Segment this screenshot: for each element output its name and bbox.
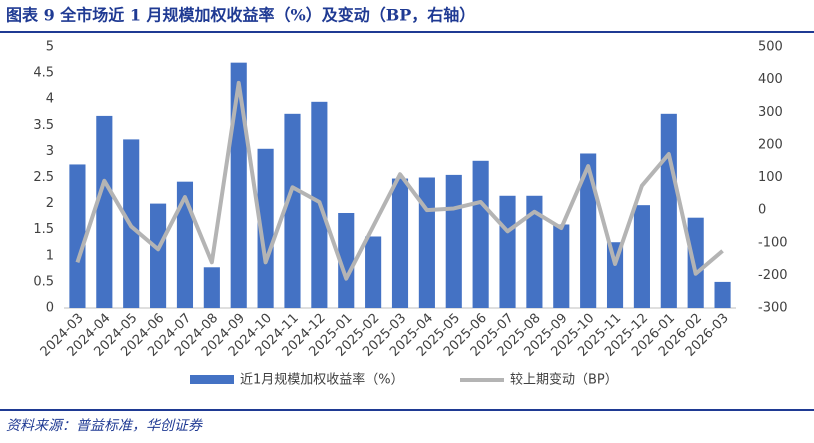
legend-swatch: [190, 375, 234, 384]
bar: [69, 164, 86, 308]
bar: [714, 281, 731, 308]
y-tick-label: 2.5: [33, 170, 54, 185]
bar: [365, 236, 382, 308]
chart-title: 图表 9 全市场近 1 月规模加权收益率（%）及变动（BP，右轴）: [6, 6, 475, 25]
bar: [203, 267, 220, 308]
bar: [660, 113, 677, 308]
bar: [472, 160, 489, 308]
y-tick-label: 1: [46, 248, 54, 263]
y2-tick-label: 500: [758, 40, 783, 55]
legend-label: 较上期变动（BP）: [510, 372, 618, 388]
bar: [580, 153, 597, 308]
bar: [338, 212, 355, 308]
y-tick-label: 5: [46, 40, 54, 55]
y2-tick-label: 100: [758, 170, 783, 185]
bar: [687, 217, 704, 308]
bar: [445, 174, 462, 308]
bar: [176, 181, 194, 308]
y2-tick-label: 400: [758, 72, 783, 87]
bar: [606, 242, 624, 308]
y-tick-label: 3: [46, 144, 54, 159]
y-tick-label: 0: [46, 301, 54, 316]
line: [75, 80, 724, 281]
source-note: 资料来源：普益标准，华创证券: [6, 418, 203, 434]
y2-tick-label: 300: [758, 105, 783, 120]
y-tick-label: 0.5: [33, 274, 54, 289]
y-tick-label: 4: [46, 92, 54, 107]
legend-label: 近1月规模加权收益率（%）: [240, 372, 404, 388]
y-tick-label: 1.5: [33, 222, 54, 237]
bar: [284, 113, 301, 308]
y2-tick-label: -100: [758, 235, 788, 250]
bar: [633, 205, 650, 308]
bar: [553, 224, 570, 308]
y-tick-label: 4.5: [33, 66, 54, 81]
y2-tick-label: 200: [758, 137, 783, 152]
y2-tick-label: -200: [758, 268, 788, 283]
bar: [418, 177, 435, 308]
y-tick-label: 3.5: [33, 118, 54, 133]
bar: [526, 195, 543, 308]
bar: [230, 62, 247, 308]
bar: [150, 203, 167, 308]
bar: [499, 195, 516, 308]
y2-tick-label: 0: [758, 203, 766, 218]
bar: [391, 178, 409, 308]
bar: [96, 115, 113, 309]
y-tick-label: 2: [46, 196, 54, 211]
y2-tick-label: -300: [758, 301, 788, 316]
bar: [257, 148, 274, 308]
